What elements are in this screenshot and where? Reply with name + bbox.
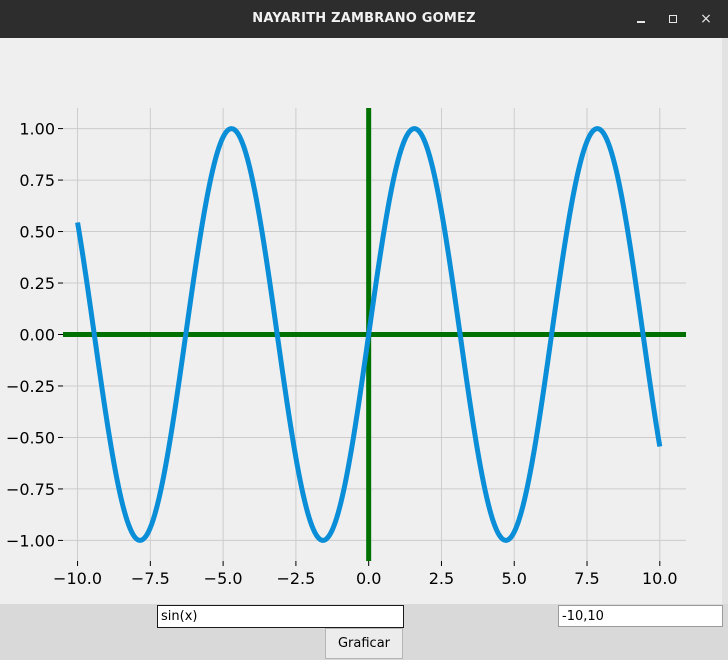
minimize-icon xyxy=(637,21,645,23)
range-input[interactable] xyxy=(558,605,723,627)
x-tick-label: 2.5 xyxy=(429,569,454,588)
window-edge xyxy=(722,38,728,604)
title-bar[interactable]: NAYARITH ZAMBRANO GOMEZ × xyxy=(0,0,728,38)
x-tick-label: −10.0 xyxy=(53,569,102,588)
series-line-0 xyxy=(75,126,663,543)
sine-chart: −10.0 −7.5 −5.0 −2.5 0.0 2.5 5.0 7.5 10.0 1.00 0.7… xyxy=(6,108,686,588)
y-tick-label: 0.75 xyxy=(19,171,55,190)
x-tick-label: −2.5 xyxy=(276,569,315,588)
window-title: NAYARITH ZAMBRANO GOMEZ xyxy=(252,11,476,26)
y-tick-label: 0.50 xyxy=(19,223,55,242)
plot-button[interactable]: Graficar xyxy=(325,628,403,659)
y-tick-label: −0.25 xyxy=(6,377,55,396)
maximize-button[interactable] xyxy=(663,9,683,29)
maximize-icon xyxy=(669,15,677,23)
y-tick-label: 0.25 xyxy=(19,274,55,293)
y-tick-label: −1.00 xyxy=(6,531,55,550)
y-tick-label: −0.75 xyxy=(6,480,55,499)
x-tick-label: 0.0 xyxy=(356,569,381,588)
x-tick-label: 5.0 xyxy=(502,569,527,588)
close-icon: × xyxy=(700,11,712,27)
function-input[interactable] xyxy=(157,605,404,628)
controls-bar: Graficar xyxy=(0,604,728,660)
y-tick-label: 0.00 xyxy=(19,326,55,345)
close-button[interactable]: × xyxy=(696,9,716,29)
minimize-button[interactable] xyxy=(631,9,651,29)
x-tick-label: −7.5 xyxy=(131,569,170,588)
y-tick-label: −0.50 xyxy=(6,428,55,447)
x-tick-label: −5.0 xyxy=(204,569,243,588)
x-tick-label: 10.0 xyxy=(642,569,678,588)
x-tick-label: 7.5 xyxy=(574,569,599,588)
y-tick-label: 1.00 xyxy=(19,120,55,139)
plot-canvas: −10.0 −7.5 −5.0 −2.5 0.0 2.5 5.0 7.5 10.0 1.00 0.7… xyxy=(0,38,728,604)
